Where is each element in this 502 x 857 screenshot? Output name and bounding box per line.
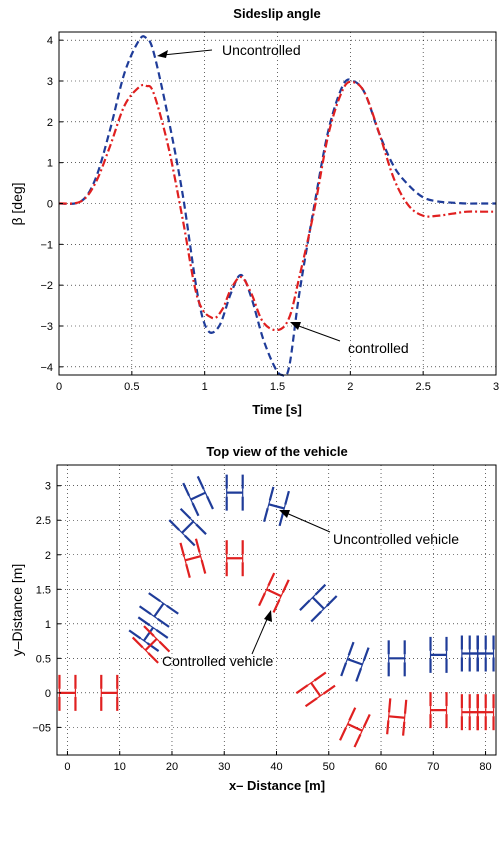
y-tick-label: −3: [40, 321, 53, 333]
vehicle-mark-uncontrolled: [299, 583, 338, 623]
vehicle-mark-controlled: [179, 538, 207, 578]
y-axis-label: y–Distance [m]: [9, 564, 25, 657]
vehicle-mark-uncontrolled: [138, 592, 179, 628]
y-tick-label: 1.5: [36, 584, 51, 596]
vehicle-mark-controlled: [58, 674, 77, 711]
x-axis-label: Time [s]: [252, 402, 302, 417]
chart-title: Top view of the vehicle: [206, 444, 347, 459]
y-tick-label: −1: [40, 239, 53, 251]
vehicle-mark-controlled: [429, 692, 448, 729]
vehicle-mark-uncontrolled: [429, 636, 448, 673]
x-tick-label: 0: [56, 381, 62, 393]
x-tick-label: 0: [64, 761, 70, 773]
arrowhead-icon: [279, 510, 290, 518]
sideslip-chart: Sideslip angle 0 0.5 1 1.5 2 2.5 3 4 3 2 1 0 −1 −2 −3 −…: [9, 6, 499, 417]
y-tick-label: 2: [45, 550, 51, 562]
x-tick-label: 60: [375, 761, 387, 773]
vehicle-mark-uncontrolled: [128, 616, 169, 652]
arrowhead-icon: [157, 50, 168, 58]
annotation-arrow-controlled: [295, 324, 341, 342]
x-tick-label: 30: [218, 761, 230, 773]
y-tick-label: 0: [47, 199, 53, 211]
y-tick-label: −4: [40, 362, 53, 374]
x-tick-label: 0.5: [124, 381, 139, 393]
annotation-controlled-vehicle: Controlled vehicle: [162, 653, 273, 669]
annotation-arrow-uncontrolled: [162, 49, 213, 56]
y-tick-label: 2: [47, 117, 53, 129]
x-axis-label: x– Distance [m]: [229, 778, 325, 793]
chart-title: Sideslip angle: [233, 6, 320, 21]
vehicle-mark-controlled: [295, 671, 336, 708]
x-tick-label: 2.5: [416, 381, 431, 393]
x-tick-label: 80: [479, 761, 491, 773]
x-tick-label: 70: [427, 761, 439, 773]
x-tick-label: 2: [347, 381, 353, 393]
y-axis-label: β [deg]: [9, 182, 25, 225]
vehicle-mark-uncontrolled: [225, 474, 244, 511]
annotation-uncontrolled: Uncontrolled: [222, 42, 301, 58]
y-tick-label: 3: [47, 76, 53, 88]
vehicle-mark-controlled: [476, 694, 495, 731]
annotation-controlled: controlled: [348, 340, 409, 356]
y-tick-label: 3: [45, 481, 51, 493]
tick-labels: 0 10 20 30 40 50 60 70 80 3 2.5 2 1.5 1 0.5 0 −05: [32, 481, 491, 773]
vehicle-mark-uncontrolled: [263, 486, 290, 527]
x-tick-label: 1.5: [270, 381, 285, 393]
plot-lines: [58, 35, 496, 378]
annotation-uncontrolled-vehicle: Uncontrolled vehicle: [333, 531, 459, 547]
y-tick-label: 4: [47, 35, 53, 47]
grid-lines: [59, 32, 496, 375]
vehicle-mark-uncontrolled: [168, 507, 207, 547]
y-tick-label: −2: [40, 280, 53, 292]
y-tick-label: 2.5: [36, 515, 51, 527]
tick-labels: 0 0.5 1 1.5 2 2.5 3 4 3 2 1 0 −1 −2 −3 −4: [40, 35, 499, 393]
vehicle-marks: [58, 474, 495, 748]
arrowhead-icon: [290, 322, 301, 330]
vehicle-mark-controlled: [339, 707, 371, 748]
y-tick-label: 1: [45, 619, 51, 631]
series-line-uncontrolled: [58, 35, 496, 378]
annotation-arrow-uncontrolled-vehicle: [283, 511, 331, 533]
vehicle-mark-controlled: [131, 625, 171, 664]
x-tick-label: 20: [166, 761, 178, 773]
vehicle-mark-controlled: [258, 572, 290, 613]
y-tick-label: 0.5: [36, 653, 51, 665]
x-tick-label: 10: [114, 761, 126, 773]
x-tick-label: 3: [493, 381, 499, 393]
vehicle-mark-controlled: [100, 674, 119, 711]
x-tick-label: 50: [323, 761, 335, 773]
vehicle-mark-uncontrolled: [182, 475, 214, 517]
vehicle-mark-uncontrolled: [476, 635, 495, 672]
y-tick-label: 1: [47, 158, 53, 170]
x-tick-label: 40: [270, 761, 282, 773]
y-tick-label: 0: [45, 688, 51, 700]
arrowhead-icon: [264, 610, 272, 622]
top-view-chart: Top view of the vehicle 0 10 20 30 40 50 60 70 8…: [9, 444, 497, 793]
vehicle-mark-uncontrolled: [387, 640, 406, 677]
vehicle-mark-uncontrolled: [340, 641, 370, 682]
series-line-controlled: [58, 80, 496, 332]
y-tick-label: −05: [32, 722, 51, 734]
x-tick-label: 1: [202, 381, 208, 393]
annotation-arrow-controlled-vehicle: [251, 616, 269, 655]
vehicle-mark-controlled: [386, 698, 408, 736]
plot-frame: [58, 31, 497, 376]
vehicle-mark-controlled: [225, 540, 244, 577]
